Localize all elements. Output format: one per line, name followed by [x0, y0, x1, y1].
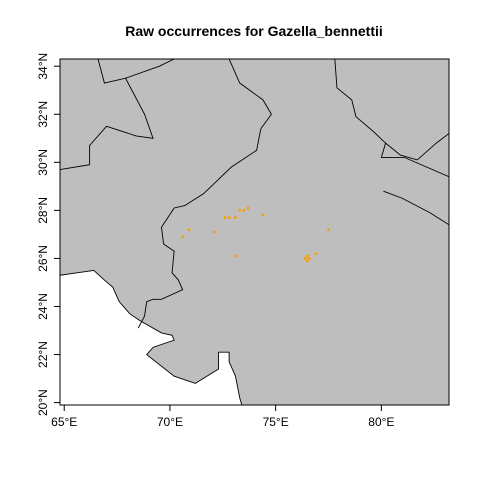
y-axis: 20°N 22°N 24°N 26°N 28°N 30°N 32°N 34°N — [36, 53, 60, 416]
y-tick-label: 30°N — [36, 149, 50, 176]
y-tick-label: 26°N — [36, 245, 50, 272]
border-line — [385, 133, 449, 161]
y-tick-label: 28°N — [36, 197, 50, 224]
x-tick-label: 70°E — [157, 415, 183, 429]
occurrence-point — [305, 254, 309, 258]
y-tick-label: 24°N — [36, 293, 50, 320]
occurrence-point — [327, 228, 330, 231]
y-tick-label: 32°N — [36, 101, 50, 128]
occurrence-point — [238, 208, 242, 212]
occurrence-point — [246, 206, 250, 210]
border-line — [125, 59, 175, 79]
x-tick-label: 65°E — [51, 415, 77, 429]
border-line — [137, 59, 272, 329]
occurrence-point — [242, 208, 246, 212]
border-line — [383, 190, 449, 226]
occurrence-point — [181, 235, 185, 239]
occurrence-point — [212, 230, 216, 234]
x-tick-label: 80°E — [368, 415, 394, 429]
land-area — [60, 59, 449, 405]
occurrence-point — [234, 216, 237, 219]
occurrence-point — [303, 257, 307, 260]
y-tick-label: 22°N — [36, 341, 50, 368]
map-title: Raw occurrences for Gazella_bennettii — [125, 23, 383, 39]
plot-frame — [59, 58, 450, 406]
occurrence-point — [234, 254, 237, 258]
y-tick-label: 34°N — [36, 53, 50, 80]
y-tick-label: 20°N — [36, 389, 50, 416]
occurrence-point — [187, 228, 191, 231]
border-line — [334, 59, 449, 178]
occurrence-point — [305, 259, 309, 263]
occurrence-point — [261, 213, 265, 217]
occurrence-point — [314, 252, 318, 256]
x-tick-label: 75°E — [263, 415, 289, 429]
country-borders — [60, 59, 449, 329]
occurrence-point — [227, 216, 231, 219]
occurrence-point — [223, 216, 227, 219]
occurrence-point — [308, 257, 311, 260]
occurrence-points — [181, 206, 330, 263]
border-line — [60, 59, 154, 170]
x-axis: 65°E 70°E 75°E 80°E — [51, 405, 394, 429]
